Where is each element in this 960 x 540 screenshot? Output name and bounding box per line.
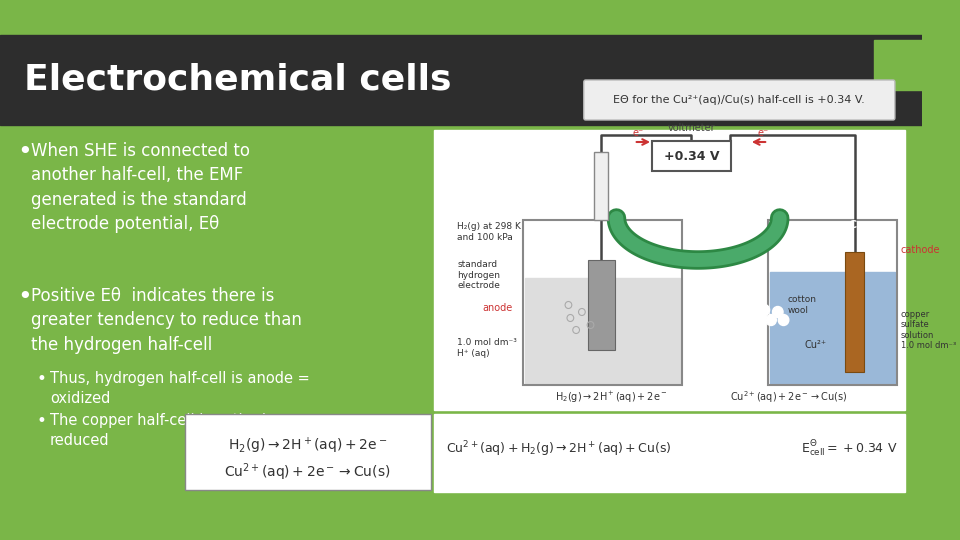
Text: •: • [36, 412, 46, 430]
Text: Thus, hydrogen half-cell is anode =
oxidized: Thus, hydrogen half-cell is anode = oxid… [50, 371, 310, 406]
Text: e⁻: e⁻ [757, 128, 769, 138]
Text: copper
sulfate
solution
1.0 mol dm⁻³: copper sulfate solution 1.0 mol dm⁻³ [900, 310, 956, 350]
Circle shape [754, 313, 764, 323]
Bar [845, 252, 864, 372]
Text: •: • [36, 370, 46, 388]
FancyBboxPatch shape [584, 80, 895, 120]
Polygon shape [525, 278, 680, 384]
Text: The copper half-cell is cathode =
reduced: The copper half-cell is cathode = reduce… [50, 413, 292, 448]
Text: Positive Eθ  indicates there is
greater tendency to reduce than
the hydrogen hal: Positive Eθ indicates there is greater t… [31, 287, 301, 354]
FancyBboxPatch shape [652, 141, 731, 171]
Circle shape [779, 314, 789, 326]
Bar [434, 414, 904, 492]
Text: •: • [17, 140, 32, 164]
Text: standard
hydrogen
electrode: standard hydrogen electrode [457, 260, 500, 290]
Text: cotton
wool: cotton wool [787, 295, 816, 315]
Bar [434, 130, 904, 410]
Text: Cu: Cu [849, 220, 865, 230]
Text: +0.34 V: +0.34 V [663, 150, 719, 163]
Bar [0, 0, 922, 40]
Text: Cu²⁺: Cu²⁺ [804, 340, 827, 350]
Bar [874, 40, 922, 90]
Circle shape [766, 314, 777, 326]
Text: When SHE is connected to
another half-cell, the EMF
generated is the standard
el: When SHE is connected to another half-ce… [31, 142, 250, 233]
Bar [0, 35, 922, 125]
Circle shape [773, 307, 783, 318]
Bar [594, 152, 608, 220]
Text: cathode: cathode [900, 245, 940, 255]
Text: $\mathrm{H_2(g) \rightarrow 2H^+(aq) + 2e^-}$: $\mathrm{H_2(g) \rightarrow 2H^+(aq) + 2… [228, 436, 387, 456]
FancyBboxPatch shape [185, 414, 431, 490]
Text: EΘ for the Cu²⁺(aq)/Cu(s) half-cell is +0.34 V.: EΘ for the Cu²⁺(aq)/Cu(s) half-cell is +… [613, 95, 865, 105]
Text: salt bridge: salt bridge [668, 187, 728, 197]
Text: e⁻: e⁻ [633, 128, 644, 138]
Bar [588, 260, 614, 350]
Text: H₂(g) at 298 K
and 100 kPa: H₂(g) at 298 K and 100 kPa [457, 222, 521, 242]
Text: $\mathrm{H_2(g) \rightarrow 2H^+(aq) + 2e^-}$: $\mathrm{H_2(g) \rightarrow 2H^+(aq) + 2… [555, 389, 667, 404]
Polygon shape [770, 272, 895, 384]
Text: anode: anode [483, 303, 513, 313]
Text: $\mathrm{Cu^{2+}(aq) + H_2(g) \rightarrow 2H^+(aq) + Cu(s)}$: $\mathrm{Cu^{2+}(aq) + H_2(g) \rightarro… [446, 439, 672, 459]
Text: $\mathrm{E^{\Theta}_{cell} = +0.34\ V}$: $\mathrm{E^{\Theta}_{cell} = +0.34\ V}$ [802, 439, 898, 459]
Text: $\mathrm{Cu^{2+}(aq) + 2e^- \rightarrow Cu(s)}$: $\mathrm{Cu^{2+}(aq) + 2e^- \rightarrow … [730, 389, 848, 405]
Text: •: • [17, 285, 32, 309]
Circle shape [759, 305, 770, 315]
Text: $\mathrm{Cu^{2+}(aq) + 2e^- \rightarrow Cu(s)}$: $\mathrm{Cu^{2+}(aq) + 2e^- \rightarrow … [224, 461, 391, 483]
Text: voltmeter: voltmeter [667, 123, 715, 133]
Text: 1.0 mol dm⁻³
H⁺ (aq): 1.0 mol dm⁻³ H⁺ (aq) [457, 338, 516, 357]
Text: Electrochemical cells: Electrochemical cells [24, 63, 451, 97]
